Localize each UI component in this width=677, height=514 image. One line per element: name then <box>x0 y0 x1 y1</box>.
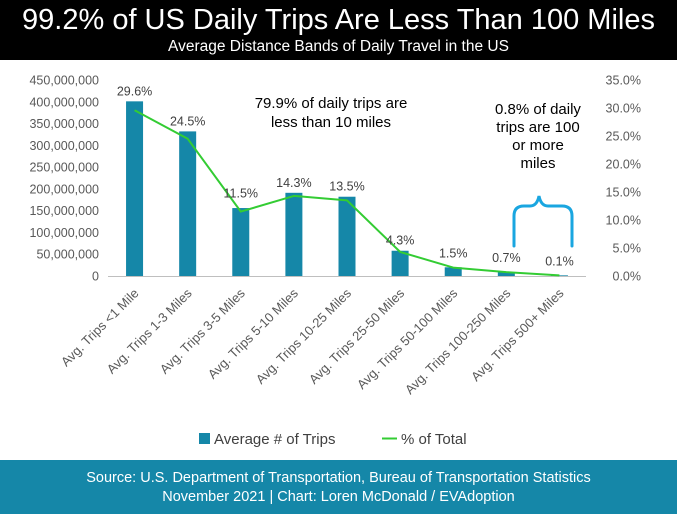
annotation-text: 79.9% of daily trips are <box>255 95 408 112</box>
percent-line <box>134 109 560 277</box>
x-tick-label: Avg. Trips 50-100 Miles <box>354 285 461 392</box>
data-label: 24.5% <box>170 114 205 128</box>
bar <box>179 131 197 276</box>
annotation-bracket <box>512 195 574 248</box>
chart-subtitle: Average Distance Bands of Daily Travel i… <box>168 38 509 55</box>
source-footer: Source: U.S. Department of Transportatio… <box>0 460 677 514</box>
chart-plot: 0 50,000,000 100,000,000 150,000,000 200,000… <box>29 74 642 449</box>
bar <box>444 267 462 276</box>
annotation-text: trips are 100 <box>496 119 579 136</box>
y-left-tick-label: 350,000,000 <box>29 117 99 131</box>
y-right-tick-label: 10.0% <box>606 214 641 228</box>
chart-header: 99.2% of US Daily Trips Are Less Than 10… <box>0 0 677 60</box>
y-left-tick-label: 250,000,000 <box>29 161 99 175</box>
data-label: 1.5% <box>439 247 468 261</box>
x-tick-label: Avg. Trips 500+ Miles <box>468 285 567 384</box>
bar <box>232 208 250 276</box>
chart-title: 99.2% of US Daily Trips Are Less Than 10… <box>22 4 655 36</box>
data-label: 0.1% <box>545 254 574 268</box>
legend-label: Average # of Trips <box>214 431 335 448</box>
annotation-text: 0.8% of daily <box>495 101 581 118</box>
y-left-tick-label: 450,000,000 <box>29 74 99 88</box>
y-right-tick-label: 5.0% <box>613 242 642 256</box>
annotation-text: less than 10 miles <box>271 114 391 131</box>
y-right-tick-label: 35.0% <box>606 74 641 88</box>
y-left-tick-label: 300,000,000 <box>29 139 99 153</box>
data-label: 0.7% <box>492 251 521 265</box>
data-label: 11.5% <box>224 187 259 201</box>
data-label: 4.3% <box>386 234 415 248</box>
y-left-tick-label: 0 <box>92 270 99 284</box>
y-right-tick-label: 0.0% <box>613 270 642 284</box>
annotation-text: miles <box>520 155 555 172</box>
bar <box>550 275 568 276</box>
y-right-tick-label: 20.0% <box>606 158 641 172</box>
legend-swatch-bars <box>199 433 210 444</box>
x-tick-label: Avg. Trips 25-50 Miles <box>306 285 408 387</box>
bar <box>391 250 409 276</box>
y-left-tick-label: 200,000,000 <box>29 182 99 196</box>
y-right-tick-label: 30.0% <box>606 102 641 116</box>
y-right-tick-label: 25.0% <box>606 130 641 144</box>
legend-label: % of Total <box>401 431 467 448</box>
data-label: 29.6% <box>117 84 152 98</box>
x-tick-label: Avg. Trips 5-10 Miles <box>205 285 302 382</box>
annotation-text: or more <box>512 137 564 154</box>
data-label: 13.5% <box>329 180 364 194</box>
x-tick-label: Avg. Trips 100-250 Miles <box>402 285 514 397</box>
credit-line: November 2021 | Chart: Loren McDonald / … <box>162 489 515 505</box>
y-left-tick-label: 100,000,000 <box>29 226 99 240</box>
bar <box>285 192 303 276</box>
y-right-tick-label: 15.0% <box>606 186 641 200</box>
y-left-tick-label: 400,000,000 <box>29 95 99 109</box>
x-tick-label: Avg. Trips 10-25 Miles <box>253 285 355 387</box>
bar <box>497 272 515 276</box>
bar <box>126 101 144 276</box>
y-left-tick-label: 150,000,000 <box>29 204 99 218</box>
y-left-tick-label: 50,000,000 <box>36 248 99 262</box>
data-label: 14.3% <box>276 176 311 190</box>
source-line: Source: U.S. Department of Transportatio… <box>86 470 591 486</box>
bar <box>338 196 356 276</box>
